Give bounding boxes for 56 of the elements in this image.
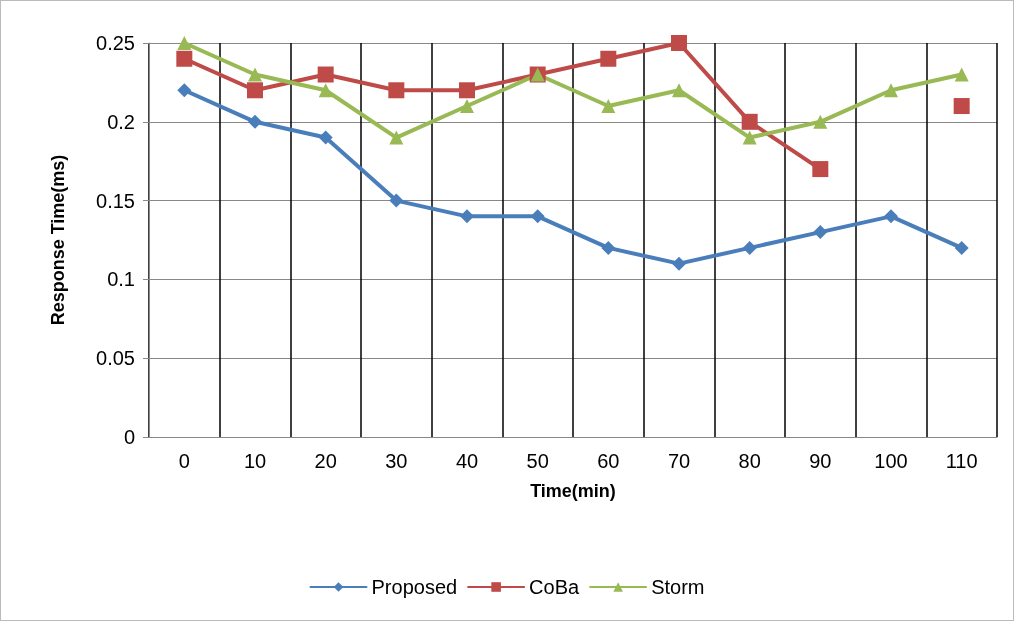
point bbox=[884, 83, 898, 98]
point bbox=[317, 66, 334, 83]
point bbox=[812, 161, 829, 178]
x-tick-label: 20 bbox=[314, 450, 337, 472]
legend-label: Proposed bbox=[371, 576, 458, 598]
x-tick-label: 10 bbox=[243, 450, 267, 472]
point bbox=[600, 50, 617, 67]
y-axis-title: Response Time(ms) bbox=[48, 154, 68, 326]
x-tick-label: 100 bbox=[874, 450, 908, 472]
point bbox=[388, 82, 405, 99]
point bbox=[813, 225, 828, 240]
point bbox=[671, 35, 687, 51]
y-tick-label: 0 bbox=[123, 426, 135, 448]
x-tick-label: 50 bbox=[526, 450, 549, 472]
x-tick-label: 70 bbox=[667, 450, 691, 472]
y-tick-label: 0.2 bbox=[107, 110, 135, 133]
point bbox=[954, 67, 969, 82]
x-tick-label: 90 bbox=[809, 450, 832, 472]
legend-label: Storm bbox=[651, 576, 705, 598]
point bbox=[742, 240, 757, 255]
point bbox=[389, 130, 404, 145]
point bbox=[601, 99, 616, 114]
x-axis-title: Time(min) bbox=[530, 481, 616, 501]
point bbox=[530, 209, 545, 224]
point bbox=[389, 193, 404, 208]
y-tick-label: 0.05 bbox=[96, 347, 135, 370]
point bbox=[953, 98, 970, 115]
y-tick-label: 0.25 bbox=[96, 32, 135, 54]
x-tick-label: 110 bbox=[945, 450, 978, 472]
point bbox=[177, 36, 192, 50]
x-tick-label: 0 bbox=[178, 450, 190, 472]
point bbox=[954, 240, 969, 255]
point bbox=[741, 113, 758, 130]
y-tick-label: 0.1 bbox=[107, 268, 135, 291]
x-tick-label: 30 bbox=[385, 450, 408, 472]
point bbox=[248, 67, 262, 82]
point bbox=[248, 114, 262, 129]
point bbox=[460, 209, 474, 224]
point bbox=[672, 256, 686, 271]
point bbox=[672, 83, 686, 98]
point bbox=[601, 240, 616, 255]
y-tick-label: 0.15 bbox=[96, 189, 135, 212]
point bbox=[884, 209, 898, 224]
point bbox=[177, 83, 192, 98]
x-tick-label: 80 bbox=[738, 450, 761, 472]
point bbox=[247, 82, 263, 99]
x-tick-label: 40 bbox=[455, 450, 479, 472]
x-tick-label: 60 bbox=[597, 450, 620, 472]
point bbox=[176, 50, 193, 67]
point bbox=[742, 130, 757, 145]
legend-label: CoBa bbox=[529, 576, 581, 598]
point bbox=[318, 130, 333, 145]
point bbox=[460, 99, 474, 114]
point bbox=[318, 83, 333, 98]
point bbox=[459, 82, 475, 99]
point bbox=[813, 114, 828, 129]
